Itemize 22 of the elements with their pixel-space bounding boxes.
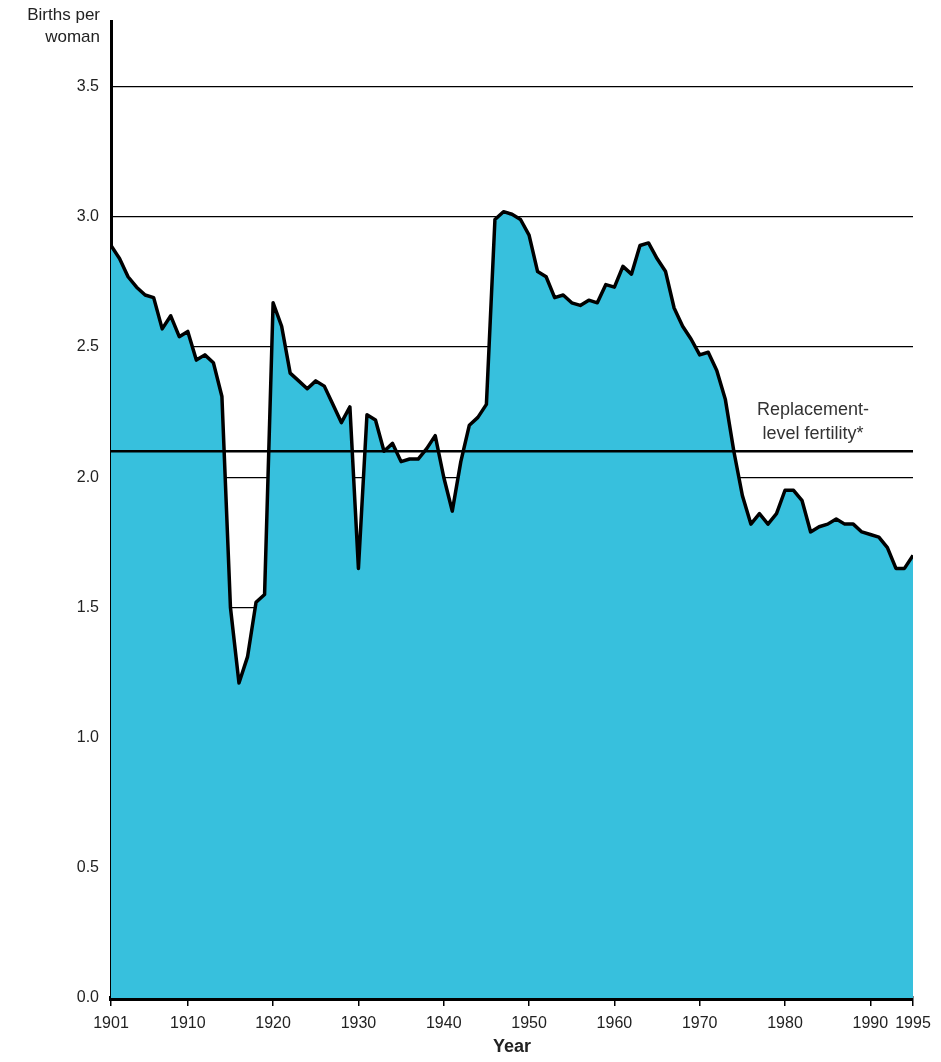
y-tick-label: 1.0	[76, 728, 100, 746]
y-tick-label: 0.0	[76, 988, 100, 1006]
x-tick-label: 1920	[255, 1014, 291, 1032]
x-tick-label: 1970	[681, 1014, 718, 1032]
y-axis-title: Births per woman	[0, 4, 100, 48]
x-tick-label: 1940	[425, 1014, 462, 1032]
y-tick-label: 3.5	[76, 77, 100, 95]
y-tick-label: 3.0	[76, 207, 100, 225]
y-tick-label: 0.5	[76, 858, 100, 876]
x-tick-label: 1995	[895, 1014, 931, 1032]
x-tick-label: 1901	[93, 1014, 129, 1032]
y-tick-label: 2.5	[76, 337, 100, 355]
x-tick-label: 1990	[852, 1014, 889, 1032]
x-tick-label: 1950	[511, 1014, 547, 1032]
x-tick-label: 1980	[767, 1014, 803, 1032]
x-tick-label: 1960	[596, 1014, 633, 1032]
y-tick-label: 1.5	[76, 597, 100, 615]
x-axis-title: Year	[492, 1036, 532, 1057]
ref-line-label: Replacement-level fertility*	[756, 399, 870, 444]
x-tick-label: 1930	[340, 1014, 377, 1032]
x-tick-label: 1910	[169, 1014, 206, 1032]
y-tick-label: 2.0	[76, 467, 100, 485]
